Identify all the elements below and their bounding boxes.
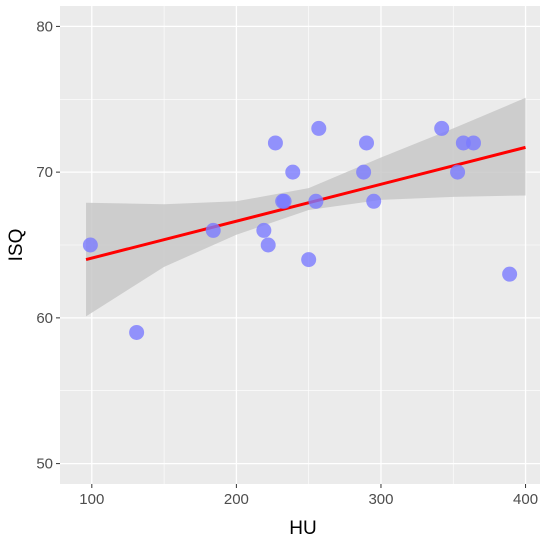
y-tick-label: 50 [36,456,53,473]
data-point [267,135,283,151]
data-point [465,135,481,151]
data-point [308,193,324,209]
data-point [301,252,317,268]
y-axis-title: ISQ [6,229,27,262]
data-point [256,222,272,238]
x-tick-label: 300 [368,491,393,508]
data-point [450,164,466,180]
data-point [276,193,292,209]
data-point [359,135,375,151]
data-point [205,222,221,238]
data-point [356,164,372,180]
data-point [434,120,450,136]
regression-line [85,145,526,262]
minor-grid [60,6,540,484]
data-point [366,193,382,209]
data-points [82,120,518,340]
y-tick-label: 60 [36,310,53,327]
y-tick-label: 70 [36,164,53,181]
confidence-band-layer [86,97,526,317]
data-point [129,324,145,340]
major-grid [60,6,540,484]
confidence-band [86,97,526,317]
x-tick-label: 200 [224,491,249,508]
y-tick-label: 80 [36,18,53,35]
x-tick-label: 100 [79,491,104,508]
data-point [285,164,301,180]
data-point [260,237,276,253]
x-axis-title: HU [289,518,316,539]
axis-ticks: 100 200 300 400 50 60 70 80 [36,18,538,508]
data-point [502,266,518,282]
x-tick-label: 400 [513,491,538,508]
data-point [311,120,327,136]
data-point [82,237,98,253]
regression-line-layer [85,145,526,262]
